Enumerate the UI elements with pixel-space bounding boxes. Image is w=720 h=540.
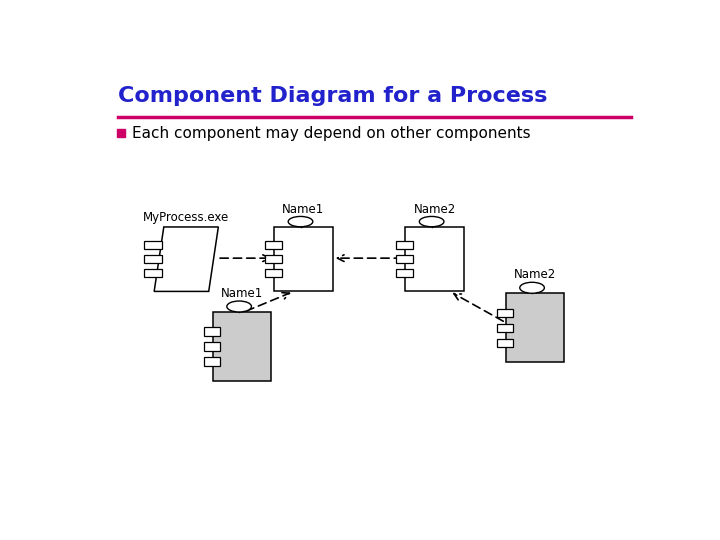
Ellipse shape: [520, 282, 544, 293]
Text: Component Diagram for a Process: Component Diagram for a Process: [118, 85, 547, 106]
Bar: [396, 255, 413, 263]
Bar: [274, 227, 333, 292]
Ellipse shape: [419, 217, 444, 227]
Bar: [497, 308, 513, 317]
Bar: [497, 339, 513, 347]
Text: Name2: Name2: [514, 268, 556, 281]
Bar: [144, 255, 162, 263]
Ellipse shape: [288, 217, 312, 227]
Bar: [204, 342, 220, 350]
Text: Each component may depend on other components: Each component may depend on other compo…: [132, 126, 531, 141]
Bar: [144, 269, 162, 277]
Bar: [405, 227, 464, 292]
Text: Name1: Name1: [221, 287, 264, 300]
Bar: [204, 327, 220, 335]
Bar: [505, 294, 564, 362]
Text: Name1: Name1: [282, 202, 325, 215]
Bar: [265, 241, 282, 249]
Bar: [265, 255, 282, 263]
Bar: [265, 269, 282, 277]
Ellipse shape: [227, 301, 251, 312]
Bar: [213, 312, 271, 381]
Bar: [396, 241, 413, 249]
Bar: [497, 323, 513, 332]
Bar: [144, 241, 162, 249]
Bar: [396, 269, 413, 277]
Bar: [204, 357, 220, 366]
Polygon shape: [154, 227, 218, 292]
Text: MyProcess.exe: MyProcess.exe: [143, 211, 230, 225]
Text: Name2: Name2: [413, 202, 456, 215]
